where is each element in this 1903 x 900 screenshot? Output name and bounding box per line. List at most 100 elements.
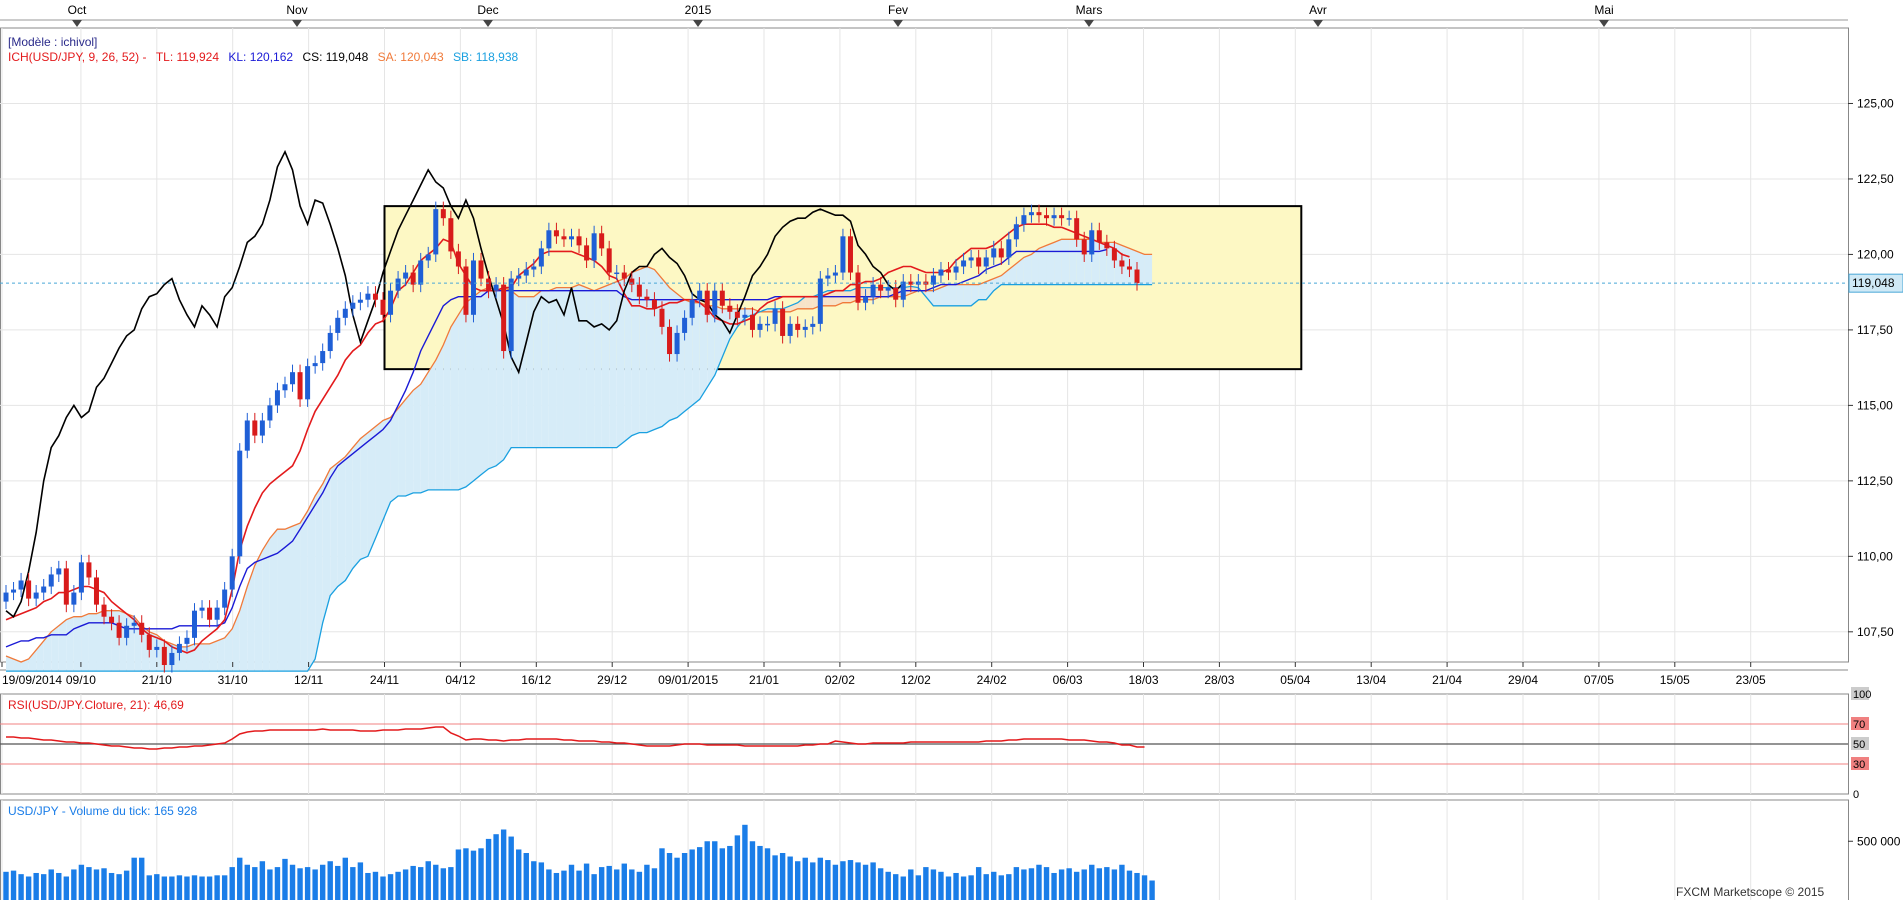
- cloud-segment: [119, 610, 127, 672]
- candle-body: [131, 622, 137, 626]
- candle-body: [538, 248, 544, 267]
- x-tick-label-13: 24/02: [977, 673, 1007, 687]
- volume-bar: [440, 868, 447, 900]
- volume-bar: [101, 868, 107, 900]
- candle-body: [161, 646, 167, 666]
- cloud-segment: [925, 290, 934, 306]
- candle-body: [214, 607, 220, 620]
- volume-bar: [870, 862, 876, 900]
- volume-bar: [1051, 872, 1057, 900]
- cloud-segment: [345, 447, 353, 581]
- volume-bar: [154, 874, 160, 900]
- volume-bar: [832, 864, 839, 900]
- cloud-segment: [337, 456, 346, 587]
- volume-bar: [598, 867, 605, 900]
- candle-body: [998, 248, 1004, 258]
- candle-body: [553, 230, 559, 237]
- rsi-label: RSI(USD/JPY.Cloture, 21): 46,69: [8, 698, 184, 712]
- cloud-segment: [948, 284, 957, 306]
- volume-bar: [25, 876, 32, 900]
- cloud-segment: [1038, 245, 1047, 285]
- candle-body: [410, 272, 416, 285]
- volume-bar: [1089, 864, 1095, 900]
- candle-body: [1089, 230, 1095, 255]
- candle-body: [18, 580, 24, 590]
- candle-body: [440, 209, 446, 219]
- axes: [0, 20, 1903, 667]
- candle-body: [953, 266, 959, 273]
- volume-bar: [945, 876, 952, 900]
- candle-body: [893, 287, 899, 300]
- cloud-segment: [1016, 257, 1024, 285]
- cloud-segment: [217, 637, 225, 672]
- senkou-a-line: [5, 238, 1153, 663]
- cloud-segment: [420, 372, 429, 493]
- volume-bar: [998, 875, 1004, 900]
- volume-bar: [86, 867, 92, 900]
- volume-bar: [78, 864, 85, 900]
- cloud-segment: [624, 272, 632, 442]
- volume-bar: [975, 867, 982, 900]
- candle-body: [41, 586, 47, 593]
- candle-body: [207, 607, 213, 620]
- cloud-segment: [224, 628, 233, 672]
- volume-bar: [1149, 880, 1155, 900]
- candle-body: [900, 281, 906, 300]
- candle-body: [614, 272, 620, 275]
- cloud-segment: [450, 314, 459, 490]
- cloud-segment: [1031, 248, 1039, 285]
- candle-body: [817, 278, 823, 324]
- cloud-segment: [609, 281, 617, 448]
- volume-bar: [48, 869, 54, 900]
- volume-bar: [900, 876, 906, 900]
- rsi-tick-badge-50: [1851, 737, 1869, 750]
- volume-bar: [221, 875, 228, 900]
- candle-body: [531, 266, 537, 270]
- candle-body: [395, 278, 401, 291]
- cloud-segment: [413, 384, 421, 493]
- x-tick-label-15: 18/03: [1128, 673, 1158, 687]
- x-tick-label-0: 19/09/2014: [2, 673, 62, 687]
- volume-bar: [1096, 868, 1102, 900]
- candle-body: [584, 245, 590, 261]
- volume-bar: [810, 862, 816, 900]
- candle-body: [772, 308, 778, 324]
- y-tick-label-0: 107,50: [1857, 625, 1894, 639]
- candle-body: [3, 592, 9, 602]
- volume-bar: [727, 845, 733, 900]
- volume-bar: [704, 841, 710, 900]
- candle-body: [1044, 215, 1050, 219]
- candle-body: [184, 637, 190, 644]
- volume-bar: [840, 861, 846, 900]
- footer-watermark: FXCM Marketscope © 2015: [1676, 885, 1825, 899]
- candle-body: [154, 646, 160, 650]
- candle-body: [463, 266, 469, 315]
- candle-body: [101, 604, 107, 617]
- volume-bar: [380, 876, 386, 900]
- volume-bar: [10, 870, 17, 900]
- cloud-segment: [481, 287, 489, 475]
- volume-bar: [779, 853, 786, 900]
- cloud-segment: [375, 420, 383, 539]
- candle-body: [976, 257, 982, 267]
- candle-body: [697, 290, 703, 300]
- volume-bar: [659, 848, 665, 900]
- volume-bar: [500, 829, 507, 900]
- volume-bar: [267, 869, 273, 900]
- x-tick-label-3: 31/10: [218, 673, 248, 687]
- candle-body: [501, 284, 507, 352]
- candle-body: [26, 580, 32, 599]
- volume-bar: [395, 871, 401, 900]
- y-tick-label-6: 122,50: [1857, 172, 1894, 186]
- y-tick-label-3: 115,00: [1857, 398, 1893, 412]
- cloud-segment: [594, 287, 602, 448]
- cloud-segment: [43, 631, 52, 672]
- cloud-segment: [322, 468, 331, 623]
- candle-body: [335, 317, 341, 333]
- cloud-segment: [1069, 239, 1077, 285]
- candle-body: [176, 643, 182, 653]
- cloud-segment: [352, 438, 361, 569]
- cloud-segment: [367, 426, 376, 557]
